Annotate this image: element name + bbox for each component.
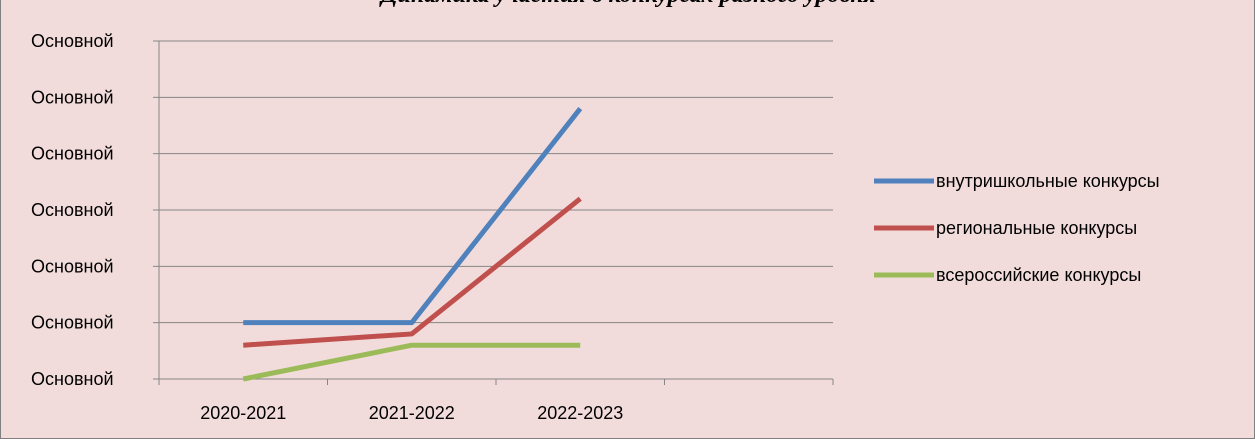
x-tick-label: 2021-2022 [369,403,455,423]
x-tick-label: 2022-2023 [537,403,623,423]
y-tick-label: Основной [31,31,114,51]
series-line-3 [242,342,581,382]
axes [153,40,834,385]
y-tick-label: Основной [31,256,114,276]
legend-label: региональные конкурсы [936,218,1137,238]
x-tick-label: 2020-2021 [200,403,286,423]
legend: внутришкольные конкурсы региональные конк… [874,171,1160,285]
legend-label: всероссийские конкурсы [936,265,1141,285]
x-axis-tick-labels: 2020-2021 2021-2022 2022-2023 [200,403,623,423]
legend-label: внутришкольные конкурсы [936,171,1160,191]
y-tick-label: Основной [31,144,114,164]
gridlines [159,40,833,324]
y-tick-label: Основной [31,200,114,220]
y-axis-tick-labels: Основной Основной Основной Основной Основной… [31,31,114,389]
y-tick-label: Основной [31,313,114,333]
y-tick-label: Основной [31,87,114,107]
y-tick-label: Основной [31,369,114,389]
series-line-1 [243,107,583,326]
chart-title: Динамика участия в конкурсах разного уро… [1,0,1254,9]
series-line-2 [243,196,582,348]
series-lines [242,107,583,382]
